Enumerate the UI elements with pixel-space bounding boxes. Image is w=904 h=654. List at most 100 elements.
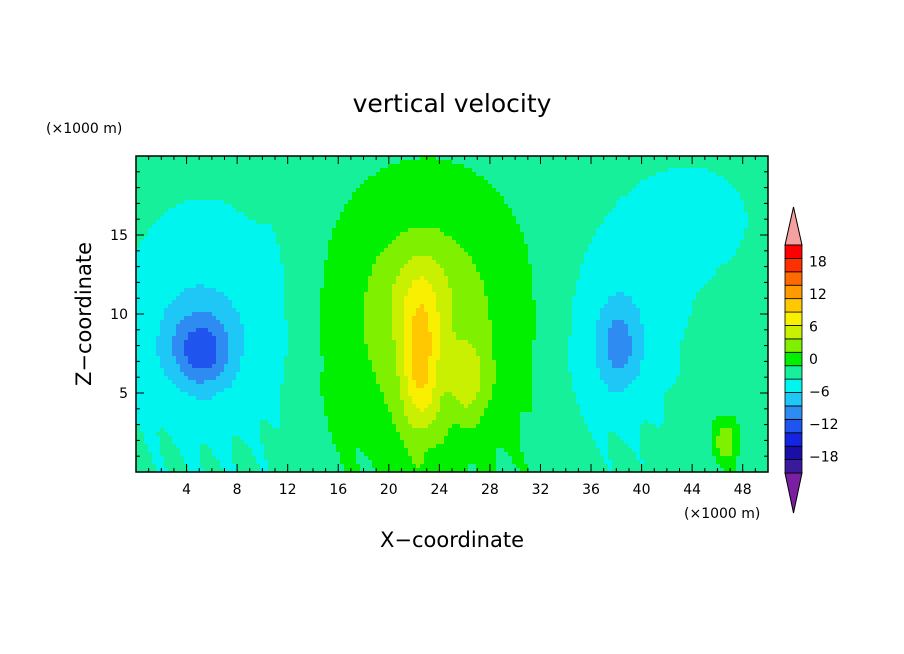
contour-cell (344, 464, 361, 469)
contour-cell (216, 376, 237, 381)
contour-cell (268, 468, 345, 472)
contour-cell (488, 316, 537, 321)
contour-cell (144, 432, 157, 437)
contour-cell (736, 188, 768, 193)
contour-cell (328, 248, 385, 253)
contour-cell (168, 376, 189, 381)
contour-cell (664, 400, 768, 405)
contour-cell (228, 360, 241, 365)
contour-cell (576, 288, 701, 293)
contour-cell (612, 360, 629, 365)
contour-cell (568, 344, 597, 349)
contour-cell (732, 256, 768, 261)
contour-cell (680, 372, 768, 377)
contour-cell (360, 448, 409, 453)
contour-cell (328, 424, 397, 429)
contour-cell (532, 388, 573, 393)
contour-cell (644, 340, 681, 345)
contour-cell (188, 360, 217, 365)
contour-cell (160, 356, 177, 361)
contour-cell (740, 448, 768, 453)
contour-cell (404, 332, 413, 337)
contour-cell (356, 188, 497, 193)
contour-cell (244, 348, 289, 353)
contour-cell (192, 364, 213, 369)
contour-cell (592, 432, 609, 437)
contour-cell (228, 352, 245, 357)
contour-cell (136, 364, 161, 369)
contour-cell (616, 432, 641, 437)
contour-cell (284, 312, 321, 317)
contour-cell (416, 384, 425, 389)
contour-cell (628, 360, 641, 365)
contour-cell (716, 456, 737, 461)
contour-cell (284, 276, 325, 281)
contour-cell (480, 388, 493, 393)
contour-cell (136, 172, 377, 177)
contour-cell (472, 260, 529, 265)
contour-cell (532, 340, 569, 345)
contour-cell (160, 320, 181, 325)
contour-cell (640, 368, 681, 373)
contour-cell (376, 256, 413, 261)
contour-cell (480, 364, 497, 369)
contour-cell (392, 284, 413, 289)
contour-cell (488, 180, 641, 185)
contour-cell (392, 332, 405, 337)
contour-cell (212, 396, 281, 401)
contour-cell (712, 428, 721, 433)
x-tick-label: 8 (233, 482, 242, 498)
colorbar-overflow-low (784, 472, 803, 514)
y-axis: 5 10 15 (110, 171, 768, 457)
contour-cell (280, 252, 329, 257)
contour-cell (136, 268, 285, 273)
contour-cell (640, 308, 693, 313)
contour-cell (704, 284, 768, 289)
contour-cell (136, 304, 169, 309)
contour-cell (172, 440, 233, 445)
contour-cell (436, 384, 481, 389)
contour-cell (176, 384, 233, 389)
contour-cell (204, 284, 285, 289)
contour-cell (608, 464, 613, 469)
contour-cell (360, 464, 373, 469)
contour-cell (732, 428, 741, 433)
contour-cell (184, 200, 225, 205)
colorbar: 18 12 6 0 −6 −12 −18 (784, 206, 839, 514)
contour-cell (284, 304, 321, 309)
contour-cell (184, 456, 201, 461)
contour-cell (452, 236, 525, 241)
contour-cell (164, 460, 185, 465)
contour-cell (480, 368, 497, 373)
contour-cell (680, 348, 768, 353)
contour-cell (224, 364, 241, 369)
contour-cell (584, 252, 737, 257)
contour-cell (536, 312, 573, 317)
colorbar-swatch (784, 392, 803, 407)
contour-cell (532, 296, 573, 301)
contour-cell (160, 332, 177, 337)
contour-cell (572, 316, 601, 321)
contour-cell (736, 416, 768, 421)
contour-cell (656, 172, 717, 177)
contour-cell (180, 364, 193, 369)
contour-cell (412, 280, 429, 285)
contour-cell (368, 176, 485, 181)
contour-cell (436, 444, 521, 449)
contour-cell (580, 264, 721, 269)
contour-cell (228, 332, 245, 337)
contour-cell (572, 388, 609, 393)
contour-cell (184, 460, 201, 465)
contour-cell (136, 436, 145, 441)
contour-cell (232, 444, 249, 449)
contour-cell (644, 460, 717, 465)
contour-cell (648, 420, 665, 425)
contour-cell (288, 340, 321, 345)
contour-cell (428, 364, 437, 369)
contour-cell (364, 336, 393, 341)
contour-cell (260, 424, 273, 429)
contour-cell (376, 172, 477, 177)
contour-cell (252, 452, 265, 457)
contour-cell (136, 260, 281, 265)
contour-cell (136, 224, 153, 229)
